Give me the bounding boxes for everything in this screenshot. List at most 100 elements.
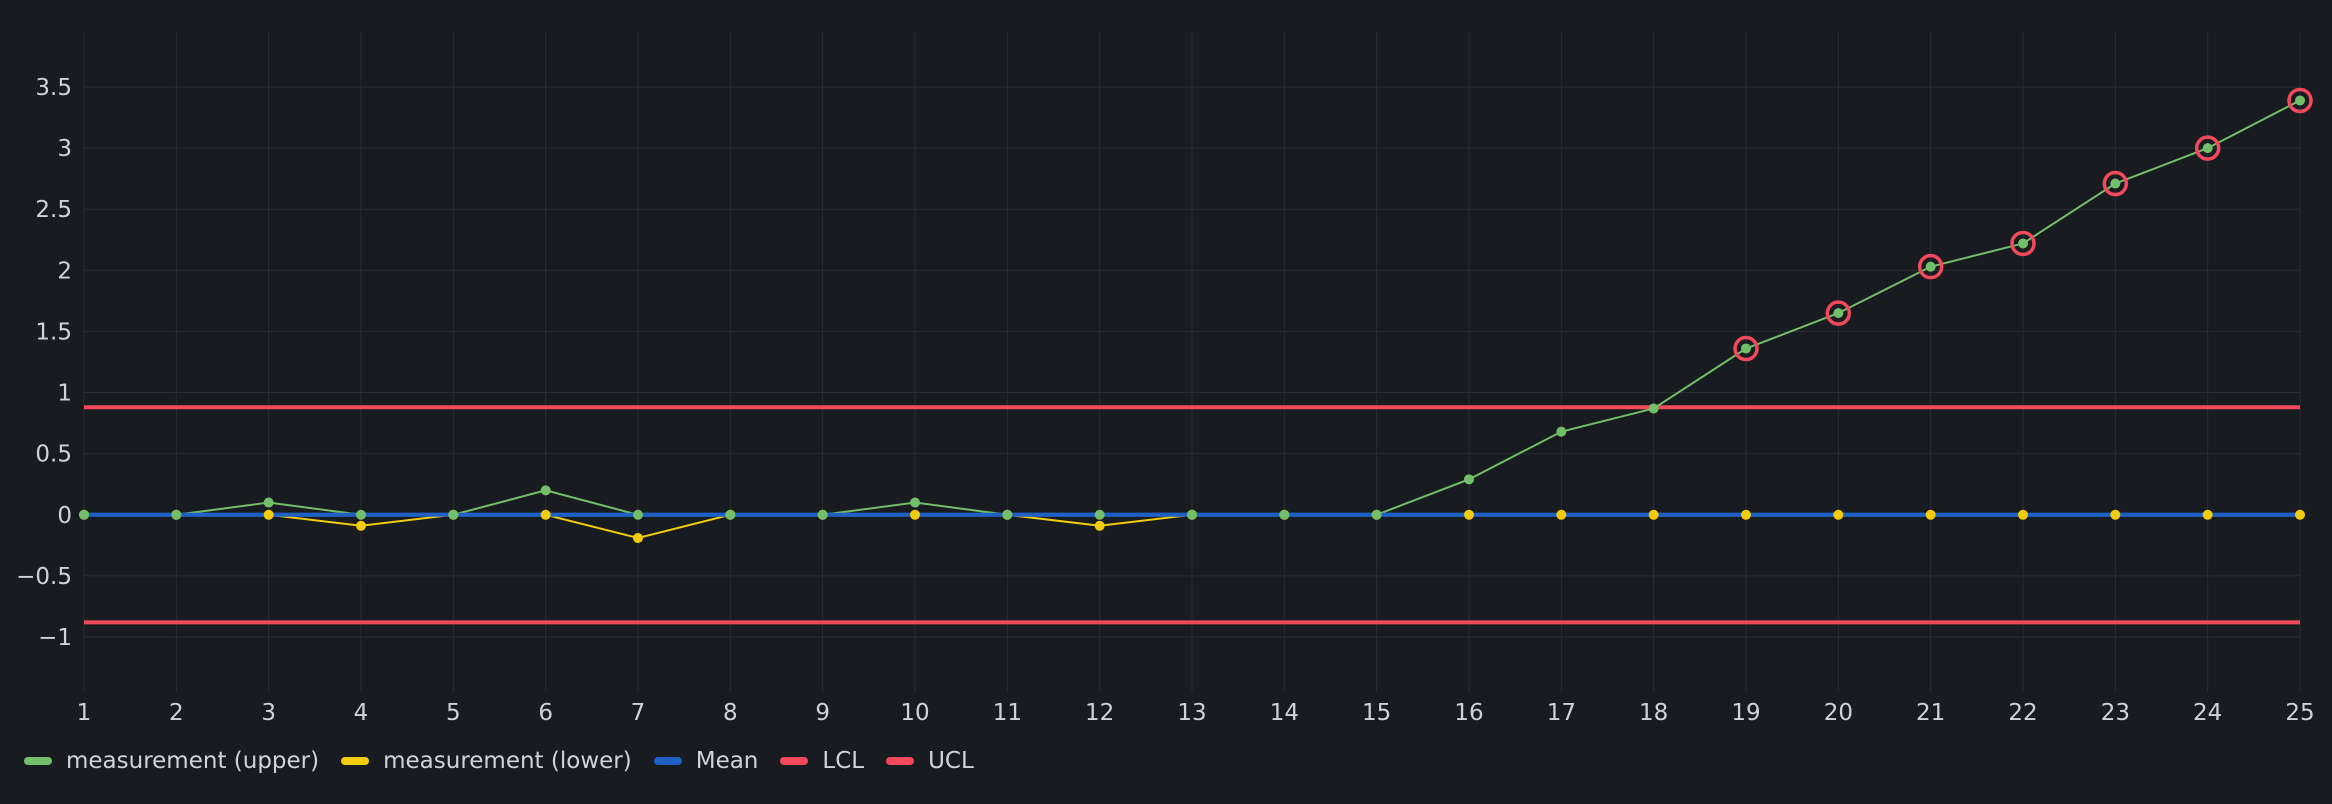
legend-item-lcl[interactable]: LCL — [780, 748, 864, 774]
x-tick-label: 23 — [2101, 700, 2130, 726]
x-tick-label: 24 — [2193, 700, 2222, 726]
legend-item-mean[interactable]: Mean — [653, 748, 759, 774]
data-point-upper — [1094, 509, 1105, 520]
y-tick-label: −1 — [38, 625, 72, 651]
legend-item-ucl[interactable]: UCL — [886, 748, 974, 774]
data-point-lower — [1094, 520, 1105, 531]
data-point-upper — [2110, 178, 2121, 189]
data-point-upper — [356, 509, 366, 520]
out-of-control-marker — [1733, 335, 1759, 362]
legend-label: LCL — [822, 748, 865, 774]
data-point-upper — [2202, 143, 2213, 154]
x-tick-label: 12 — [1085, 700, 1114, 726]
x-tick-label: 1 — [77, 700, 92, 726]
data-point-lower — [910, 509, 920, 520]
data-point-lower — [2018, 509, 2028, 520]
legend-label: measurement (upper) — [66, 748, 320, 774]
data-point-lower — [540, 509, 551, 520]
legend-label: measurement (lower) — [383, 748, 632, 774]
legend-swatch — [24, 757, 52, 765]
y-tick-label: 0 — [57, 503, 72, 529]
data-point-lower — [2110, 509, 2121, 520]
y-tick-label: 3 — [57, 136, 72, 162]
y-tick-label: −0.5 — [16, 564, 72, 590]
x-tick-label: 19 — [1731, 700, 1760, 726]
data-point-lower — [1833, 509, 1844, 520]
data-point-lower — [1556, 509, 1567, 520]
legend-swatch — [886, 757, 915, 765]
out-of-control-marker — [1825, 300, 1852, 326]
legend-swatch — [653, 757, 682, 765]
x-tick-label: 17 — [1547, 700, 1576, 726]
data-point-lower — [2202, 509, 2213, 520]
y-tick-label: 3.5 — [35, 75, 72, 101]
y-tick-label: 1 — [57, 381, 72, 407]
out-of-control-marker — [2287, 87, 2313, 114]
legend-swatch — [341, 757, 370, 765]
data-point-lower — [356, 520, 366, 531]
out-of-control-marker — [2010, 230, 2036, 257]
data-point-lower — [263, 509, 274, 520]
x-tick-label: 16 — [1454, 700, 1483, 726]
data-point-upper — [171, 509, 182, 520]
legend: measurement (upper) measurement (lower) … — [24, 744, 996, 778]
x-tick-label: 8 — [723, 700, 738, 726]
x-tick-label: 25 — [2285, 700, 2314, 726]
data-point-lower — [1648, 509, 1659, 520]
control-chart[interactable]: −1−0.500.511.522.533.51 2 3 4 5 6 7 8 9 10 11 12 13 1… — [0, 0, 2332, 740]
data-point-upper — [1833, 308, 1844, 319]
data-point-upper — [1371, 509, 1382, 520]
x-tick-label: 3 — [261, 700, 276, 726]
x-tick-label: 4 — [354, 700, 369, 726]
data-point-upper — [540, 485, 551, 496]
x-tick-label: 13 — [1177, 700, 1206, 726]
data-point-upper — [79, 509, 89, 520]
x-tick-label: 6 — [538, 700, 553, 726]
data-point-lower — [1464, 509, 1474, 520]
data-point-upper — [2018, 238, 2028, 249]
x-tick-label: 2 — [169, 700, 184, 726]
x-tick-label: 20 — [1824, 700, 1853, 726]
data-point-upper — [1925, 261, 1936, 272]
data-point-upper — [2295, 95, 2305, 106]
legend-item-measurement-lower[interactable]: measurement (lower) — [341, 748, 632, 774]
legend-swatch — [780, 757, 809, 765]
data-point-upper — [263, 497, 274, 508]
data-point-upper — [910, 497, 920, 508]
data-point-lower — [633, 533, 643, 543]
data-point-lower — [1925, 509, 1936, 520]
data-point-upper — [1464, 474, 1474, 485]
data-point-upper — [1741, 343, 1751, 354]
data-point-lower — [2295, 509, 2305, 520]
x-tick-label: 15 — [1362, 700, 1391, 726]
x-tick-label: 11 — [993, 700, 1022, 726]
data-point-upper — [1279, 509, 1290, 520]
data-point-upper — [1187, 509, 1197, 520]
data-point-upper — [817, 509, 828, 520]
x-tick-label: 9 — [815, 700, 830, 726]
y-tick-label: 2 — [57, 258, 72, 284]
data-point-upper — [1002, 509, 1013, 520]
x-tick-label: 22 — [2008, 700, 2037, 726]
data-point-upper — [1648, 403, 1659, 414]
x-tick-label: 10 — [900, 700, 929, 726]
y-tick-label: 1.5 — [35, 319, 72, 345]
x-tick-label: 21 — [1916, 700, 1945, 726]
x-tick-label: 14 — [1270, 700, 1299, 726]
legend-label: Mean — [695, 748, 759, 774]
legend-label: UCL — [928, 748, 974, 774]
x-tick-label: 18 — [1639, 700, 1668, 726]
out-of-control-marker — [2102, 170, 2129, 197]
data-point-upper — [1556, 426, 1567, 437]
legend-item-measurement-upper[interactable]: measurement (upper) — [24, 748, 319, 774]
data-point-upper — [725, 509, 736, 520]
out-of-control-marker — [1917, 253, 1944, 280]
x-tick-label: 5 — [446, 700, 461, 726]
y-tick-label: 0.5 — [35, 442, 72, 468]
data-point-upper — [633, 509, 643, 520]
out-of-control-marker — [2194, 135, 2221, 161]
data-point-upper — [448, 509, 459, 520]
x-tick-label: 7 — [631, 700, 646, 726]
data-point-lower — [1741, 509, 1751, 520]
